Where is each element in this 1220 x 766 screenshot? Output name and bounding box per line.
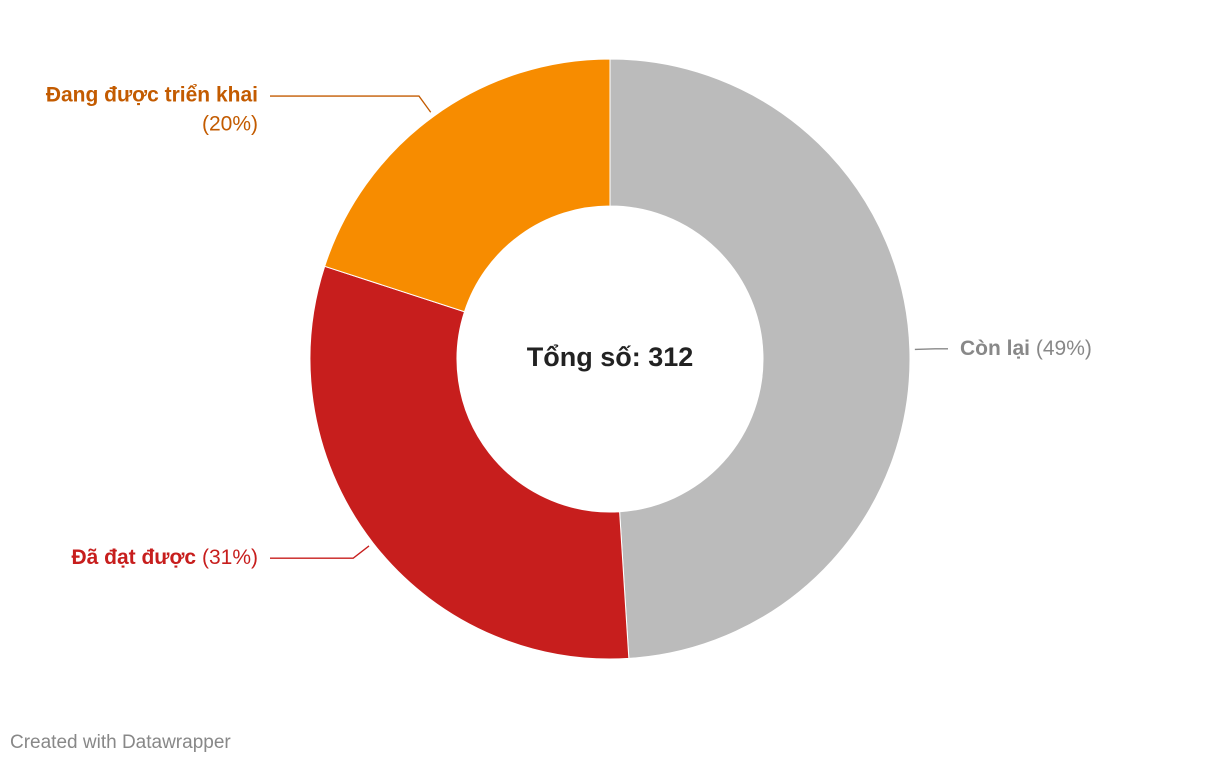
donut-slice xyxy=(609,58,911,659)
slice-label: Đang được triển khai (20%) xyxy=(46,84,258,136)
label-value: (31%) xyxy=(202,546,258,569)
leader-line xyxy=(270,545,370,559)
leader-line xyxy=(270,95,432,113)
label-value: (20%) xyxy=(202,113,258,136)
slice-label: Đã đạt được (31%) xyxy=(71,546,258,569)
donut-slice xyxy=(309,265,630,660)
label-name: Đã đạt được xyxy=(71,546,196,569)
leader-line xyxy=(914,348,948,351)
footer: Created with Datawrapper xyxy=(10,732,231,753)
label-text: Còn lại (49%) xyxy=(960,336,1092,359)
label-value: (49%) xyxy=(1036,336,1092,359)
slice-label: Còn lại (49%) xyxy=(960,336,1092,359)
label-name: Đang được triển khai xyxy=(46,84,258,107)
label-name: Còn lại xyxy=(960,336,1030,359)
label-text: Đã đạt được (31%) xyxy=(71,546,258,569)
center-label: Tổng số: 312 xyxy=(527,342,694,372)
donut-slice xyxy=(324,58,611,313)
